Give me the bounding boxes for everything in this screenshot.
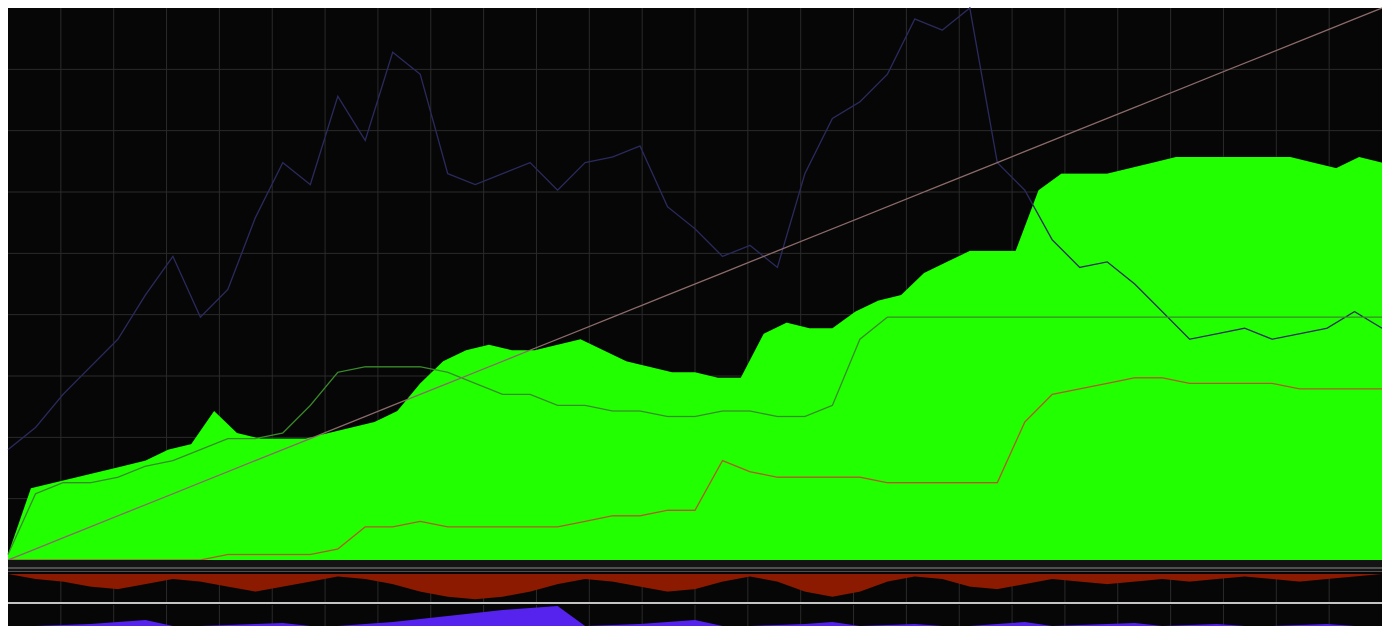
drawdown-series-group xyxy=(8,574,1382,600)
series-2-line xyxy=(7,316,1382,555)
drawdown-area xyxy=(8,574,1382,600)
series-1-line xyxy=(7,6,1382,451)
series-3-line xyxy=(8,377,1382,561)
series-0-area xyxy=(8,157,1382,560)
duration-area xyxy=(8,606,1382,626)
series-4-line xyxy=(7,7,1382,561)
duration-grid xyxy=(60,605,1330,626)
duration-series-group xyxy=(8,606,1382,626)
separator-band xyxy=(8,560,1382,572)
main-series-group xyxy=(7,6,1382,561)
